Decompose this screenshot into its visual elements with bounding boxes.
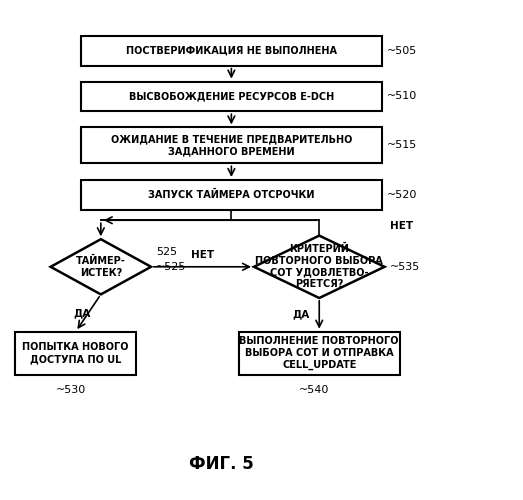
Text: ДА: ДА [74,308,91,318]
Text: ВЫПОЛНЕНИЕ ПОВТОРНОГО
ВЫБОРА СОТ И ОТПРАВКА
CELL_UPDATE: ВЫПОЛНЕНИЕ ПОВТОРНОГО ВЫБОРА СОТ И ОТПРА… [240,336,399,370]
Text: ФИГ. 5: ФИГ. 5 [189,454,254,472]
Text: ~510: ~510 [387,92,417,102]
Polygon shape [254,236,384,298]
FancyBboxPatch shape [81,128,382,164]
Text: ~540: ~540 [299,386,329,396]
Polygon shape [51,239,151,294]
Text: НЕТ: НЕТ [191,250,214,260]
Text: ПОСТВЕРИФИКАЦИЯ НЕ ВЫПОЛНЕНА: ПОСТВЕРИФИКАЦИЯ НЕ ВЫПОЛНЕНА [126,46,337,56]
Text: НЕТ: НЕТ [390,221,413,231]
Text: ВЫСВОБОЖДЕНИЕ РЕСУРСОВ E-DCH: ВЫСВОБОЖДЕНИЕ РЕСУРСОВ E-DCH [129,92,334,102]
Text: КРИТЕРИЙ
ПОВТОРНОГО ВЫБОРА
СОТ УДОВЛЕТВО-
РЯЕТСЯ?: КРИТЕРИЙ ПОВТОРНОГО ВЫБОРА СОТ УДОВЛЕТВО… [255,244,383,289]
Text: ~535: ~535 [390,262,420,272]
Text: ~515: ~515 [387,140,417,150]
Text: ЗАПУСК ТАЙМЕРА ОТСРОЧКИ: ЗАПУСК ТАЙМЕРА ОТСРОЧКИ [148,190,315,200]
Text: ОЖИДАНИЕ В ТЕЧЕНИЕ ПРЕДВАРИТЕЛЬНО
ЗАДАННОГО ВРЕМЕНИ: ОЖИДАНИЕ В ТЕЧЕНИЕ ПРЕДВАРИТЕЛЬНО ЗАДАНН… [111,134,352,156]
FancyBboxPatch shape [239,332,400,375]
Text: ПОПЫТКА НОВОГО
ДОСТУПА ПО UL: ПОПЫТКА НОВОГО ДОСТУПА ПО UL [22,342,129,364]
Text: ДА: ДА [292,310,309,320]
FancyBboxPatch shape [81,180,382,210]
Text: ~530: ~530 [55,386,86,396]
FancyBboxPatch shape [16,332,136,375]
FancyBboxPatch shape [81,36,382,66]
Text: 525: 525 [156,248,177,258]
Text: ТАЙМЕР­
ИСТЕК?: ТАЙМЕР­ ИСТЕК? [76,256,126,278]
FancyBboxPatch shape [81,82,382,112]
Text: ~520: ~520 [387,190,417,200]
Text: ~505: ~505 [387,46,417,56]
Text: ~525: ~525 [156,262,186,272]
